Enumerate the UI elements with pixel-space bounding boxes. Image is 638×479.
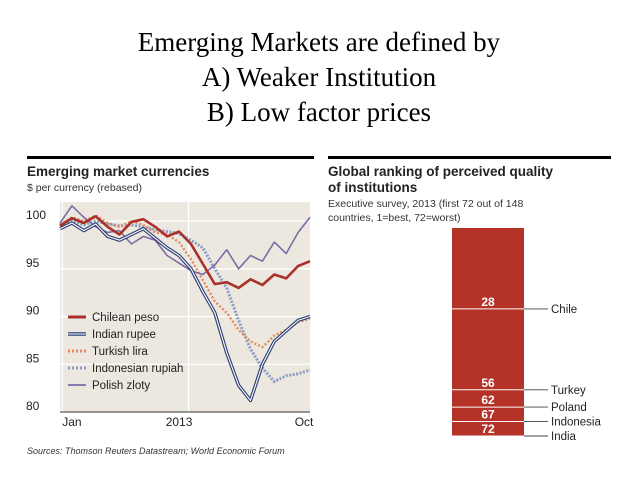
currency-chart-lines (59, 205, 311, 403)
slide-title-line-2: A) Weaker Institution (201, 62, 437, 92)
right-chart-top-rule (328, 156, 611, 159)
currency-chart-subtitle: $ per currency (rebased) (27, 182, 142, 194)
y-tick-label: 80 (26, 399, 40, 413)
slide-title-line-1: Emerging Markets are defined by (137, 27, 501, 57)
series-line-inner (59, 222, 311, 402)
currency-chart-x-tick-labels: Jan 2013 Oct (62, 415, 314, 429)
country-label: Chile (551, 304, 577, 316)
country-label: Poland (551, 402, 587, 414)
y-tick-label: 90 (26, 304, 40, 318)
country-label: Turkey (551, 385, 586, 397)
series-line-chilean-peso (59, 214, 311, 290)
country-label: India (551, 431, 577, 443)
currency-chart: 100 95 90 85 80 Jan 2013 Oct Chilean peso India… (26, 202, 314, 429)
currency-chart-title: Emerging market currencies (27, 164, 210, 179)
y-tick-label: 100 (26, 208, 46, 222)
rank-value-label: 72 (481, 422, 495, 436)
y-tick-label: 95 (26, 256, 40, 270)
x-tick-label: 2013 (166, 415, 193, 429)
legend-label: Indonesian rupiah (92, 363, 183, 375)
ranking-chart-title-line-1: Global ranking of perceived quality (328, 164, 554, 179)
slide-title-line-3: B) Low factor prices (206, 97, 432, 127)
legend-label: Polish zloty (92, 380, 150, 392)
infographic-panel: Emerging market currencies $ per currenc… (24, 156, 611, 462)
currency-chart-y-tick-labels: 100 95 90 85 80 (26, 208, 46, 413)
legend-label: Turkish lira (92, 346, 148, 358)
ranking-chart: 28 Chile 56 Turkey 62 Poland 67 Indonesia 72 Indi… (452, 228, 601, 443)
currency-chart-legend: Chilean peso Indian rupee Turkish lira Indo… (68, 312, 183, 392)
rank-value-label: 56 (481, 376, 495, 390)
rank-value-label: 67 (481, 408, 495, 422)
ranking-bar (452, 228, 524, 436)
left-chart-top-rule (27, 156, 314, 159)
ranking-chart-title-line-2: of institutions (328, 180, 418, 195)
source-note: Sources: Thomson Reuters Datastream; Wor… (27, 446, 285, 456)
legend-label: Indian rupee (92, 329, 156, 341)
series-line-turkish-lira (59, 214, 311, 349)
x-tick-label: Oct (295, 415, 314, 429)
rank-value-label: 62 (481, 393, 495, 407)
x-tick-label: Jan (62, 415, 81, 429)
ranking-chart-subtitle-line-2: countries, 1=best, 72=worst) (328, 212, 461, 224)
country-label: Indonesia (551, 417, 601, 429)
legend-label: Chilean peso (92, 312, 159, 324)
y-tick-label: 85 (26, 351, 40, 365)
ranking-chart-bars: 28 Chile 56 Turkey 62 Poland 67 Indonesia 72 Indi… (452, 228, 601, 443)
ranking-chart-subtitle-line-1: Executive survey, 2013 (first 72 out of … (328, 198, 524, 210)
rank-value-label: 28 (481, 295, 495, 309)
